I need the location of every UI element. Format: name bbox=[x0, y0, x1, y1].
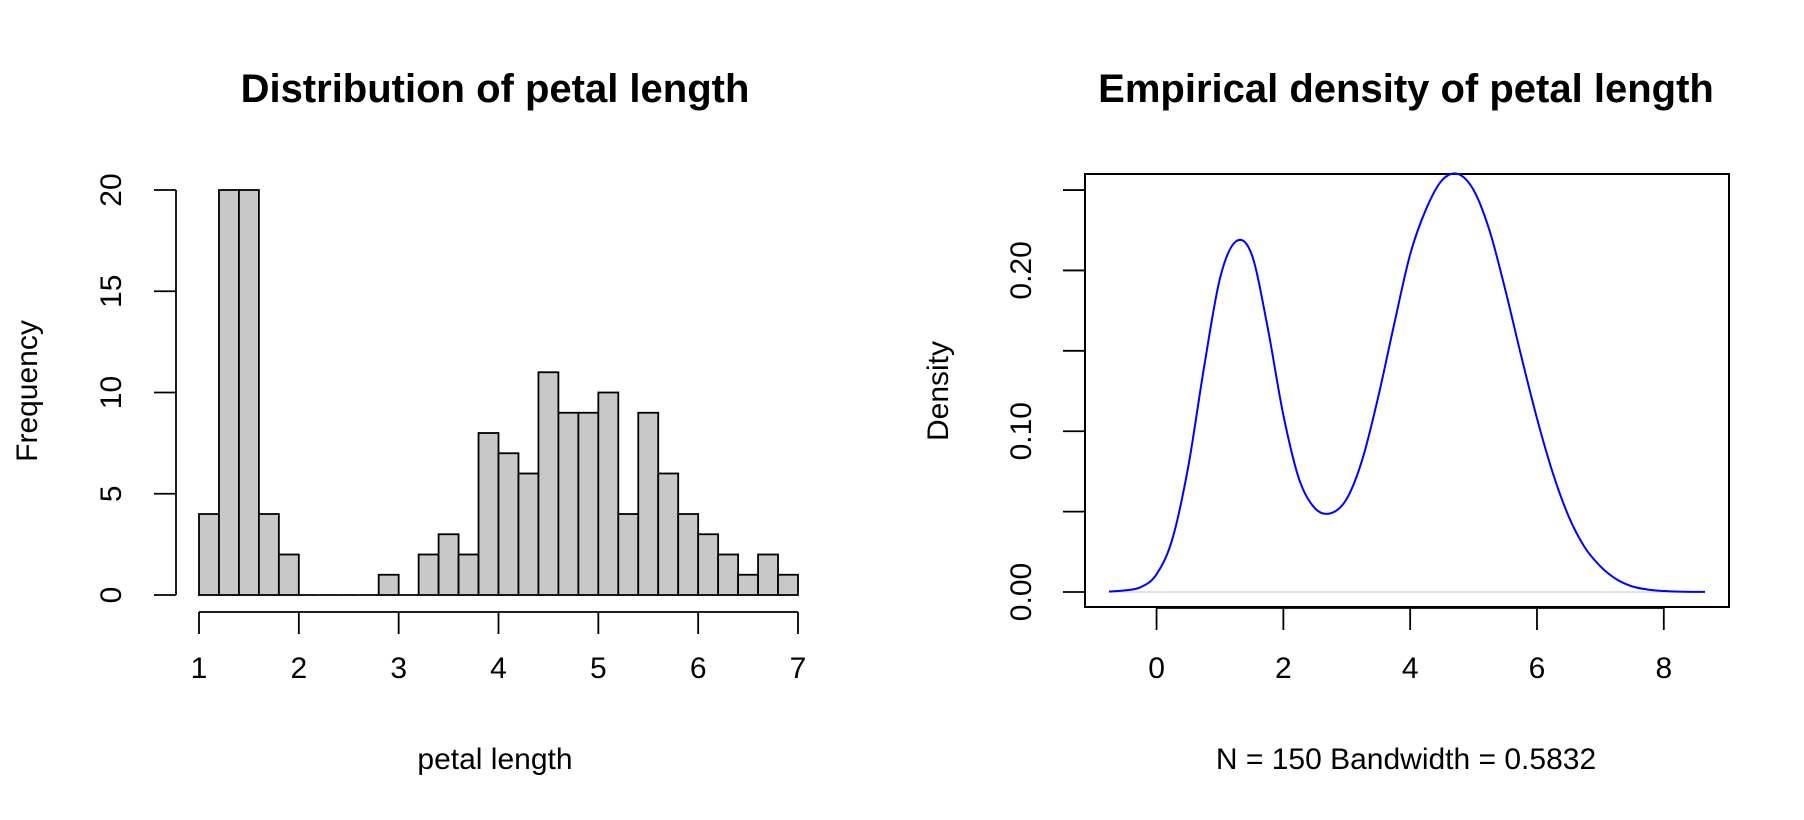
histogram-y-label: Frequency bbox=[11, 320, 44, 462]
histogram-y-tick-label: 10 bbox=[95, 376, 128, 409]
histogram-title: Distribution of petal length bbox=[241, 67, 750, 111]
histogram-bar bbox=[657, 472, 680, 596]
histogram-bar bbox=[238, 189, 260, 596]
histogram-bar bbox=[577, 411, 600, 596]
histogram-bar bbox=[377, 573, 400, 596]
density-x-tick-label: 4 bbox=[1402, 652, 1419, 685]
histogram-x-label: petal length bbox=[417, 743, 572, 776]
density-x-tick-label: 0 bbox=[1148, 652, 1165, 685]
histogram-x-tick-label: 4 bbox=[490, 652, 507, 685]
histogram-bar bbox=[737, 573, 759, 596]
density-curve bbox=[1108, 172, 1706, 593]
histogram-bar bbox=[677, 513, 700, 596]
histogram-bar bbox=[497, 452, 520, 596]
density-x-label: N = 150 Bandwidth = 0.5832 bbox=[1216, 743, 1596, 776]
histogram-x-tick-label: 6 bbox=[690, 652, 707, 685]
histogram-bar bbox=[257, 513, 280, 596]
histogram-bar bbox=[717, 553, 740, 596]
histogram-y-tick-label: 5 bbox=[95, 485, 128, 502]
histogram-bar bbox=[757, 553, 779, 596]
histogram-x-tick-label: 1 bbox=[191, 652, 208, 685]
histogram-y-tick-label: 0 bbox=[95, 587, 128, 604]
density-y-tick-label: 0.00 bbox=[1005, 563, 1038, 621]
histogram-bar bbox=[277, 553, 300, 596]
histogram-bars bbox=[198, 189, 799, 596]
histogram-bar bbox=[617, 513, 640, 596]
histogram-x-tick-label: 3 bbox=[390, 652, 407, 685]
histogram-y-tick-label: 20 bbox=[95, 173, 128, 206]
histogram-bar bbox=[198, 513, 220, 596]
histogram-bar bbox=[417, 553, 440, 596]
histogram-bar bbox=[517, 472, 540, 596]
histogram-bar bbox=[437, 533, 460, 596]
density-x-tick-label: 6 bbox=[1529, 652, 1546, 685]
histogram-x-tick-label: 2 bbox=[290, 652, 307, 685]
density-y-label: Density bbox=[922, 341, 955, 441]
histogram-bar bbox=[697, 533, 720, 596]
density-y-axis: 0.00 0.10 0.20 bbox=[1005, 189, 1086, 621]
histogram-x-tick-label: 7 bbox=[790, 652, 807, 685]
histogram-bar bbox=[457, 553, 480, 596]
histogram-bar bbox=[218, 189, 240, 596]
histogram-y-axis: 0 5 10 15 20 bbox=[95, 173, 177, 604]
histogram-x-tick-label: 5 bbox=[590, 652, 607, 685]
histogram-bar bbox=[597, 391, 620, 596]
histogram-y-tick-label: 15 bbox=[95, 275, 128, 308]
density-x-tick-label: 2 bbox=[1275, 652, 1292, 685]
histogram-bar bbox=[557, 411, 580, 596]
density-x-tick-label: 8 bbox=[1655, 652, 1672, 685]
histogram-bar bbox=[777, 573, 799, 596]
density-title: Empirical density of petal length bbox=[1098, 67, 1714, 111]
histogram-bar bbox=[537, 371, 560, 596]
density-x-axis: 0 2 4 6 8 bbox=[1148, 607, 1672, 685]
histogram-x-axis: 1 2 3 4 5 6 7 bbox=[191, 611, 807, 685]
histogram-bar bbox=[637, 411, 660, 596]
density-y-tick-label: 0.10 bbox=[1005, 402, 1038, 460]
density-y-tick-label: 0.20 bbox=[1005, 241, 1038, 299]
density-plot-frame bbox=[1084, 173, 1730, 608]
histogram-bar bbox=[477, 432, 500, 596]
